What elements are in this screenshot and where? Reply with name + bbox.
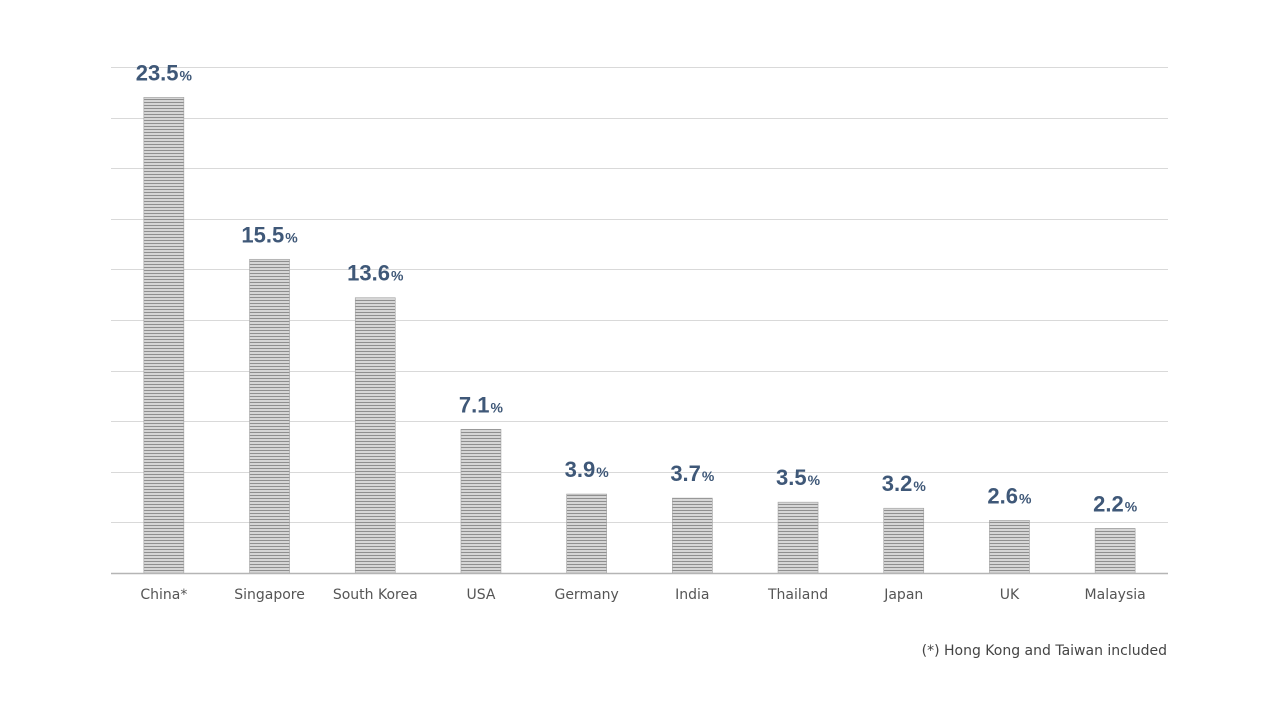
value-label: 2.6% xyxy=(987,483,1032,508)
value-label: 7.1% xyxy=(459,392,504,417)
value-labels: 23.5% 15.5% 13.6% 7.1% 3.9% 3.7% 3.5% 3.2% 2.6% 2… xyxy=(136,60,1138,516)
category-label: USA xyxy=(466,587,495,603)
footnote: (*) Hong Kong and Taiwan included xyxy=(921,643,1167,659)
bar xyxy=(143,97,185,574)
bar xyxy=(672,497,713,574)
category-labels: China* Singapore South Korea USA Germany Indi… xyxy=(140,587,1145,603)
category-label: UK xyxy=(1000,587,1020,603)
bar xyxy=(777,501,819,574)
bar xyxy=(989,520,1030,574)
category-label: Malaysia xyxy=(1085,587,1146,603)
bar xyxy=(1094,528,1136,574)
value-label: 2.2% xyxy=(1093,491,1138,516)
bar xyxy=(354,297,396,574)
category-label: China* xyxy=(140,587,187,603)
value-label: 3.5% xyxy=(776,465,821,490)
category-label: India xyxy=(675,587,709,603)
bar xyxy=(566,493,607,574)
bar xyxy=(249,258,290,574)
category-label: Germany xyxy=(554,587,618,603)
category-label: Singapore xyxy=(234,587,305,603)
bar xyxy=(460,428,502,574)
value-label: 3.9% xyxy=(565,457,610,482)
category-label: Japan xyxy=(883,587,923,603)
category-label: South Korea xyxy=(333,587,418,603)
category-label: Thailand xyxy=(767,587,828,603)
value-label: 3.2% xyxy=(882,471,927,496)
value-label: 3.7% xyxy=(670,461,715,486)
bar xyxy=(883,507,925,574)
value-label: 13.6% xyxy=(347,261,404,286)
value-label: 15.5% xyxy=(241,222,298,247)
value-label: 23.5% xyxy=(136,60,193,85)
